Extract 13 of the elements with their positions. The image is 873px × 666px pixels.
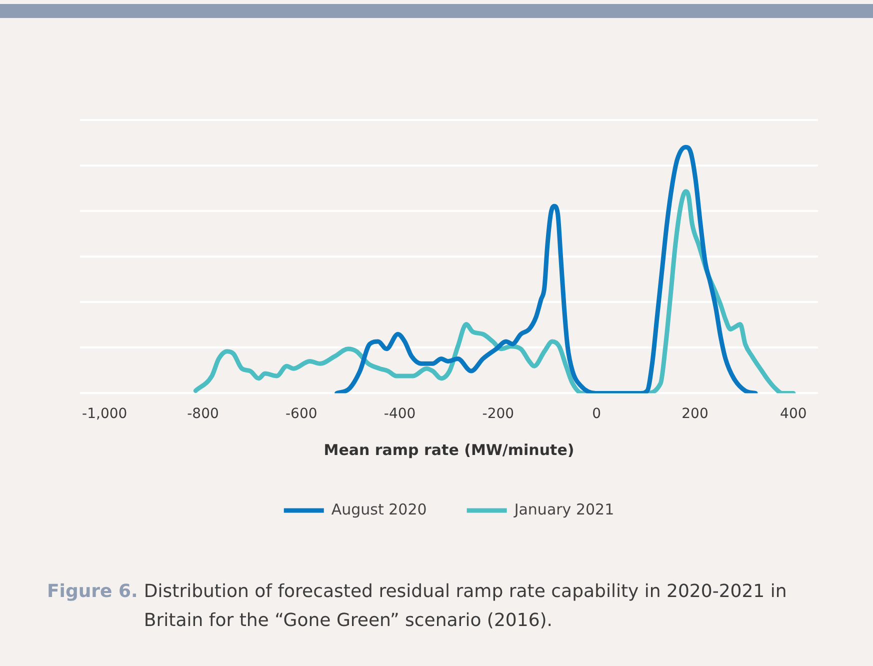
text: Distribution of forecasted residual ramp rate capability in 2020-2021 in Britain for the “Gone Green” scenario (2016).: [144, 580, 788, 633]
x-tick-label: -200: [482, 406, 514, 422]
x-tick-label: -800: [187, 406, 219, 422]
x-axis-title: Mean ramp rate (MW/minute): [324, 440, 574, 459]
x-tick-label: 400: [780, 406, 807, 422]
x-tick-label: 0: [592, 406, 602, 422]
legend-label: August 2020: [331, 500, 427, 518]
caption: Figure 6.: [47, 580, 138, 604]
x-tick-label: -600: [286, 406, 318, 422]
x-tick-label: -1,000: [82, 406, 128, 422]
legend-label: January 2021: [513, 500, 614, 518]
x-tick-label: 200: [682, 406, 708, 422]
x-tick-label: -400: [384, 406, 416, 422]
